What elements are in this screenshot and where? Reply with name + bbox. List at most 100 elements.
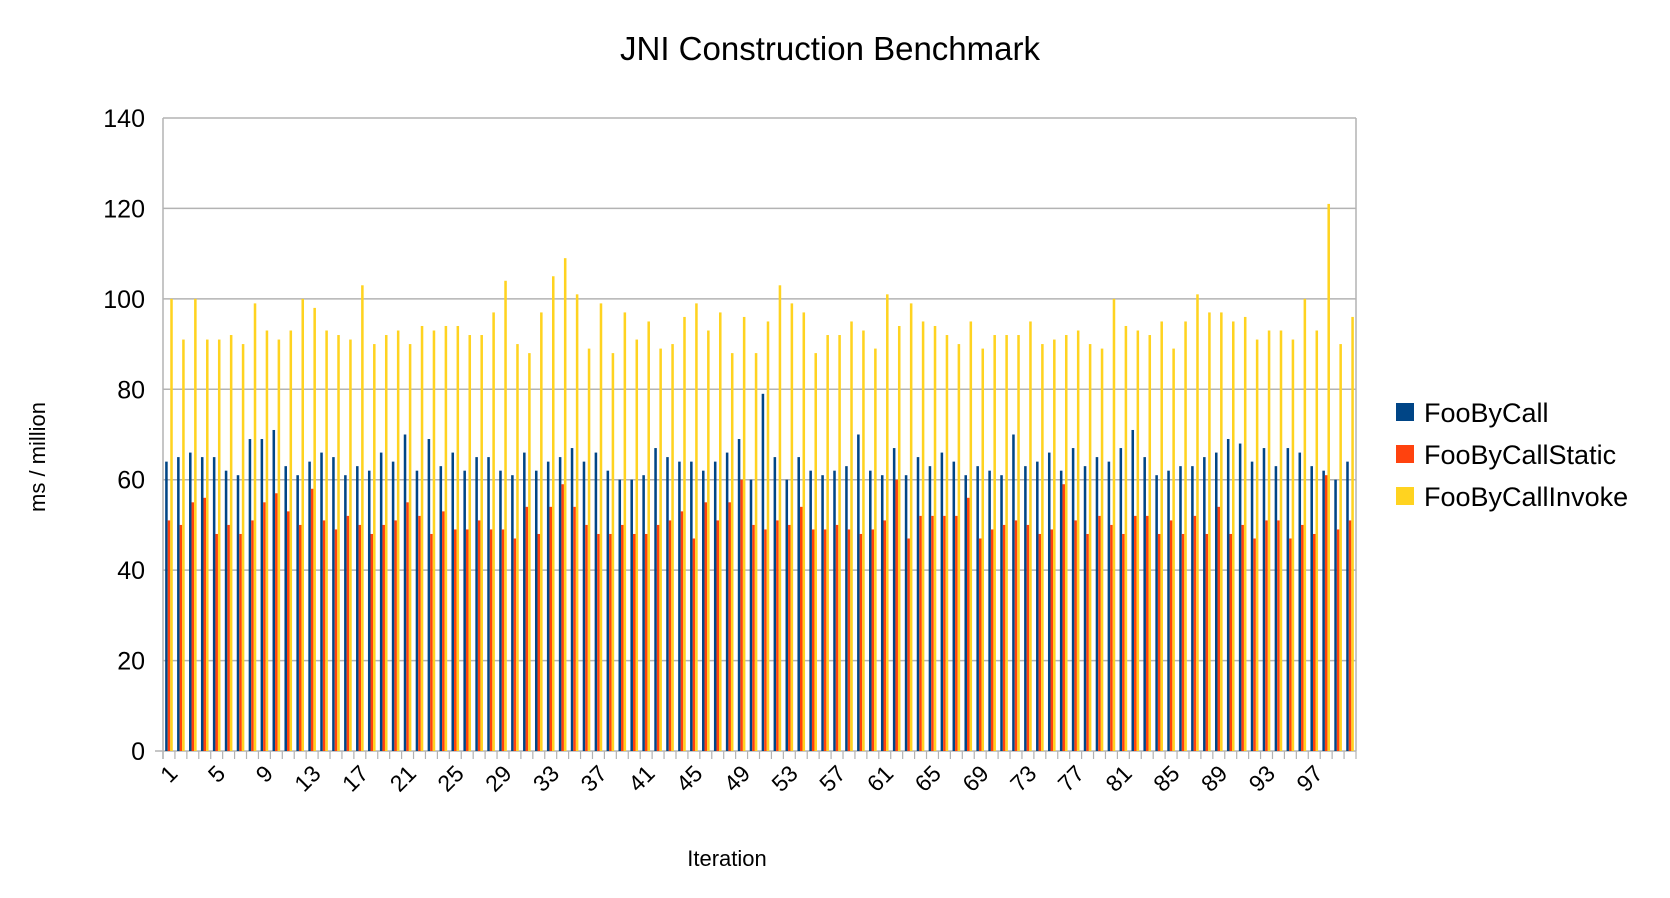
bar-FooByCallStatic-73 xyxy=(1026,524,1030,751)
bar-FooByCall-89 xyxy=(1214,452,1218,751)
bar-FooByCall-49 xyxy=(737,439,741,751)
bar-FooByCallInvoke-18 xyxy=(373,344,376,751)
x-tick-label-21: 85 xyxy=(1148,760,1184,796)
bar-FooByCall-53 xyxy=(785,479,789,751)
legend-label-2: FooByCallInvoke xyxy=(1424,482,1628,512)
bar-FooByCallInvoke-91 xyxy=(1243,316,1247,751)
bar-FooByCallInvoke-56 xyxy=(826,335,829,751)
bar-FooByCall-1 xyxy=(165,461,168,751)
bar-FooByCallInvoke-6 xyxy=(229,335,233,751)
bar-FooByCall-84 xyxy=(1155,475,1158,751)
x-tick-label-10: 41 xyxy=(623,760,659,796)
bar-FooByCall-48 xyxy=(725,452,729,751)
bar-FooByCallStatic-75 xyxy=(1050,529,1054,751)
bar-FooByCallInvoke-74 xyxy=(1041,344,1044,751)
x-tick-label-4: 17 xyxy=(337,760,373,796)
bar-FooByCallStatic-8 xyxy=(251,520,254,751)
bar-FooByCallInvoke-72 xyxy=(1017,335,1020,751)
bar-FooByCallInvoke-94 xyxy=(1279,330,1283,751)
bar-FooByCallStatic-49 xyxy=(740,479,743,751)
bar-FooByCallStatic-90 xyxy=(1229,533,1233,751)
x-tick-label-5: 21 xyxy=(385,760,421,796)
x-tick-label-20: 81 xyxy=(1100,760,1136,796)
bar-FooByCall-96 xyxy=(1298,452,1302,751)
legend-swatch-1 xyxy=(1396,445,1414,463)
bar-FooByCallInvoke-38 xyxy=(611,353,615,751)
bar-FooByCallInvoke-40 xyxy=(635,339,639,751)
bar-FooByCallStatic-60 xyxy=(871,529,875,751)
y-tick-label-4: 80 xyxy=(117,376,145,404)
bar-FooByCall-76 xyxy=(1059,470,1063,751)
bar-FooByCallStatic-69 xyxy=(978,538,982,751)
bar-FooByCall-39 xyxy=(618,479,622,751)
bar-FooByCallStatic-76 xyxy=(1062,484,1065,751)
bar-FooByCallInvoke-7 xyxy=(241,344,245,751)
bar-FooByCallStatic-67 xyxy=(955,515,958,751)
bar-FooByCallInvoke-62 xyxy=(897,325,901,751)
bar-FooByCallInvoke-20 xyxy=(396,330,400,751)
bar-FooByCall-69 xyxy=(976,466,979,751)
bar-FooByCall-14 xyxy=(320,452,323,751)
bar-FooByCall-19 xyxy=(379,452,383,751)
bar-FooByCall-27 xyxy=(475,457,478,751)
bar-FooByCallInvoke-64 xyxy=(921,321,925,751)
bar-FooByCall-2 xyxy=(177,457,180,751)
bar-FooByCall-20 xyxy=(391,461,395,751)
bar-FooByCallStatic-59 xyxy=(859,533,863,751)
bar-FooByCallStatic-86 xyxy=(1181,533,1185,751)
bar-FooByCallInvoke-43 xyxy=(671,344,674,751)
bar-FooByCall-100 xyxy=(1346,461,1349,751)
bar-FooByCallInvoke-76 xyxy=(1064,335,1068,751)
bar-FooByCallStatic-98 xyxy=(1324,475,1328,751)
bar-FooByCallInvoke-70 xyxy=(993,335,996,751)
bar-FooByCallStatic-45 xyxy=(692,538,696,751)
bar-FooByCall-94 xyxy=(1274,466,1278,751)
legend-label-0: FooByCall xyxy=(1424,398,1549,428)
bar-FooByCall-91 xyxy=(1238,443,1242,751)
bar-FooByCall-37 xyxy=(594,452,598,751)
bar-FooByCallStatic-40 xyxy=(632,533,636,751)
bar-FooByCall-12 xyxy=(296,475,299,751)
bar-FooByCall-35 xyxy=(570,448,574,751)
bar-FooByCallStatic-46 xyxy=(704,502,708,751)
bar-FooByCallInvoke-25 xyxy=(456,325,460,751)
bar-FooByCall-7 xyxy=(236,475,240,751)
bar-FooByCall-79 xyxy=(1095,457,1099,751)
bar-FooByCallStatic-84 xyxy=(1157,533,1161,751)
bar-FooByCallInvoke-19 xyxy=(384,335,388,751)
bar-FooByCall-16 xyxy=(344,475,347,751)
bar-FooByCallStatic-2 xyxy=(179,524,183,751)
bar-FooByCallStatic-30 xyxy=(513,538,517,751)
bar-FooByCallStatic-53 xyxy=(788,524,791,751)
bar-FooByCall-80 xyxy=(1107,461,1111,751)
bar-FooByCall-86 xyxy=(1179,466,1182,751)
bar-FooByCallInvoke-24 xyxy=(444,325,448,751)
bar-FooByCall-64 xyxy=(916,457,920,751)
bar-FooByCallStatic-54 xyxy=(799,506,803,751)
bar-FooByCallStatic-23 xyxy=(430,533,433,751)
bar-FooByCallStatic-48 xyxy=(728,502,731,751)
bar-FooByCallStatic-71 xyxy=(1002,524,1006,751)
bar-FooByCallStatic-7 xyxy=(239,533,242,751)
bar-FooByCallInvoke-47 xyxy=(719,312,722,751)
x-tick-label-17: 69 xyxy=(957,760,993,796)
bar-FooByCall-41 xyxy=(642,475,645,751)
bar-FooByCallStatic-29 xyxy=(501,529,505,751)
bar-FooByCallStatic-6 xyxy=(227,524,230,751)
bar-FooByCall-97 xyxy=(1310,466,1313,751)
y-tick-label-5: 100 xyxy=(103,286,145,314)
bars xyxy=(165,203,1354,751)
bar-FooByCallStatic-58 xyxy=(847,529,851,751)
bar-FooByCall-46 xyxy=(702,470,705,751)
bar-FooByCallInvoke-48 xyxy=(730,353,734,751)
bar-FooByCallStatic-37 xyxy=(597,533,600,751)
bar-FooByCall-68 xyxy=(964,475,968,751)
bar-FooByCall-29 xyxy=(499,470,502,751)
bar-FooByCall-5 xyxy=(212,457,216,751)
x-tick-label-13: 53 xyxy=(766,760,802,796)
bar-FooByCall-30 xyxy=(511,475,514,751)
bar-FooByCall-73 xyxy=(1024,466,1027,751)
bar-FooByCall-26 xyxy=(463,470,466,751)
bar-FooByCallStatic-70 xyxy=(990,529,994,751)
